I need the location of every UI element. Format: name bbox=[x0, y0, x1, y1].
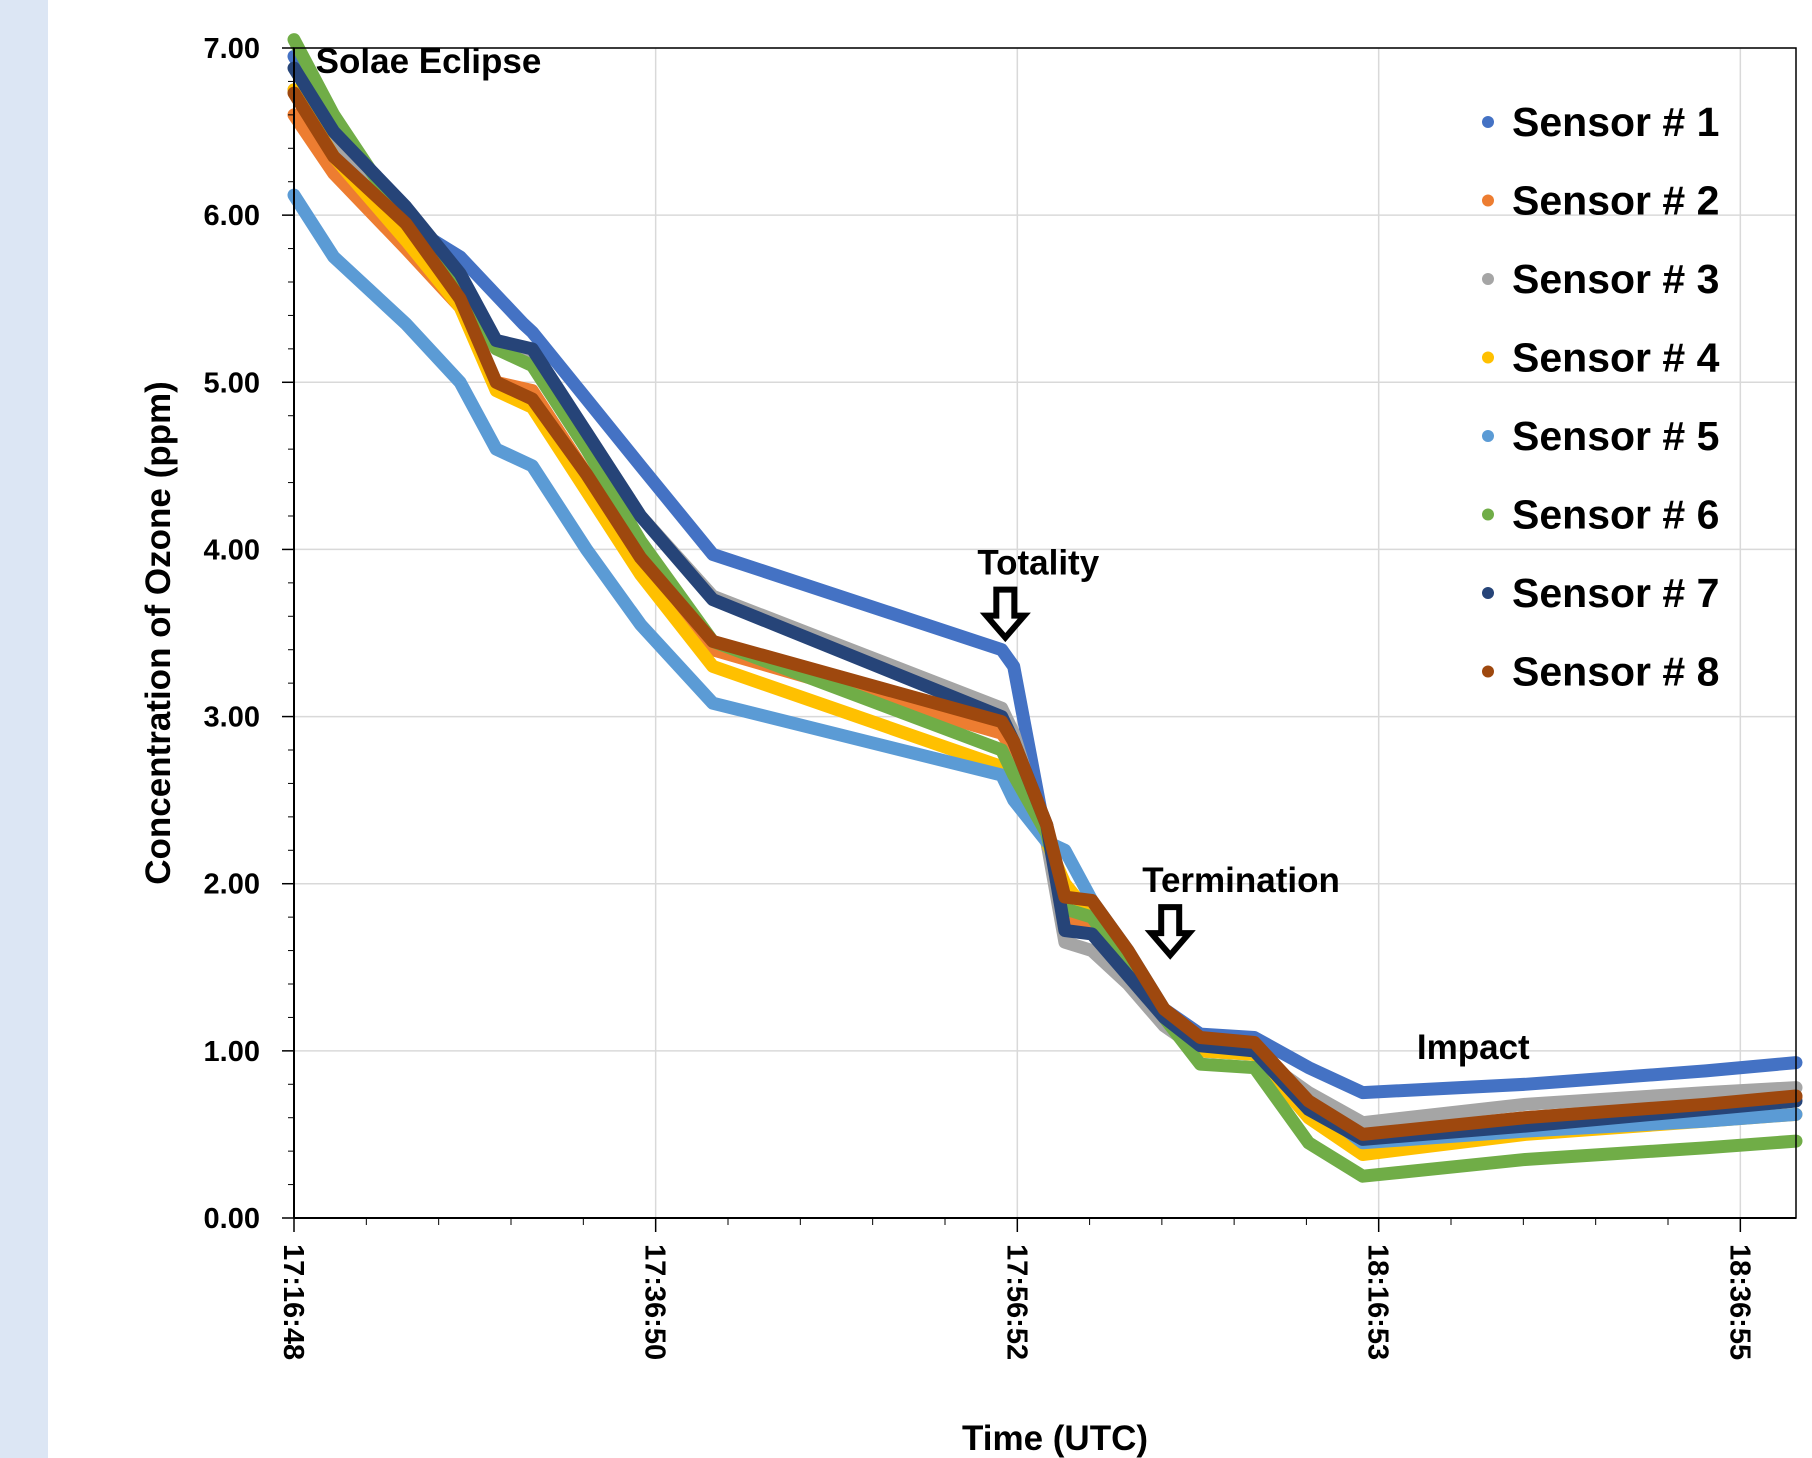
y-tick-label: 7.00 bbox=[204, 33, 260, 65]
y-tick-label: 2.00 bbox=[204, 869, 260, 901]
y-tick-label: 3.00 bbox=[204, 702, 260, 734]
legend-marker bbox=[1482, 430, 1494, 442]
y-axis-label: Concentration of Ozone (ppm) bbox=[139, 381, 178, 885]
y-tick-label: 0.00 bbox=[204, 1203, 260, 1235]
grid bbox=[293, 47, 1796, 1219]
legend-marker bbox=[1482, 665, 1494, 678]
x-tick-label: 18:36:55 bbox=[1723, 1244, 1755, 1360]
annotation-impact: Impact bbox=[1417, 1028, 1530, 1067]
legend-marker bbox=[1482, 116, 1494, 128]
x-tick-label: 17:56:52 bbox=[1000, 1244, 1032, 1360]
legend-label: Sensor # 6 bbox=[1512, 492, 1719, 538]
down-arrow-icon bbox=[1144, 904, 1196, 960]
x-axis: 17:16:48 17:36:50 17:56:52 18:16:53 18:36:55 bbox=[277, 1217, 1796, 1360]
y-tick-label: 5.00 bbox=[204, 367, 260, 399]
legend-label: Sensor # 2 bbox=[1512, 178, 1719, 224]
side-band bbox=[0, 0, 48, 1458]
legend-label: Sensor # 5 bbox=[1512, 413, 1719, 459]
series-lines bbox=[287, 33, 1803, 1183]
x-axis-label: Time (UTC) bbox=[962, 1419, 1148, 1458]
legend-marker bbox=[1482, 194, 1494, 207]
legend-label: Sensor # 7 bbox=[1512, 570, 1719, 616]
x-tick-label: 18:16:53 bbox=[1362, 1244, 1394, 1360]
legend-label: Sensor # 1 bbox=[1512, 99, 1719, 145]
series-line-sensor-8 bbox=[287, 86, 1803, 1141]
y-tick-label: 4.00 bbox=[204, 534, 260, 566]
y-tick-label: 6.00 bbox=[204, 200, 260, 232]
legend-marker bbox=[1482, 508, 1494, 521]
y-axis: 0.00 1.00 2.00 3.00 4.00 5.00 6.00 7.00 bbox=[204, 33, 295, 1235]
legend-label: Sensor # 4 bbox=[1512, 335, 1720, 381]
legend-marker bbox=[1482, 273, 1494, 285]
x-tick-label: 17:16:48 bbox=[277, 1244, 309, 1360]
legend-label: Sensor # 8 bbox=[1512, 649, 1719, 695]
y-tick-label: 1.00 bbox=[204, 1036, 260, 1068]
down-arrow-icon bbox=[979, 586, 1031, 643]
annotation-solae-eclipse: Solae Eclipse bbox=[316, 42, 542, 81]
legend: Sensor # 1 Sensor # 2 Sensor # 3 Sensor # 4… bbox=[1482, 99, 1720, 695]
annotation-totality: Totality bbox=[977, 544, 1099, 583]
annotation-termination: Termination bbox=[1142, 861, 1340, 900]
legend-marker bbox=[1482, 351, 1494, 364]
legend-marker bbox=[1482, 587, 1494, 599]
series-line-sensor-4 bbox=[287, 83, 1803, 1161]
plot-area bbox=[293, 47, 1797, 1219]
legend-label: Sensor # 3 bbox=[1512, 256, 1719, 302]
annotations: Solae Eclipse Totality Termination Impact bbox=[316, 42, 1530, 1067]
x-tick-label: 17:36:50 bbox=[639, 1244, 671, 1360]
